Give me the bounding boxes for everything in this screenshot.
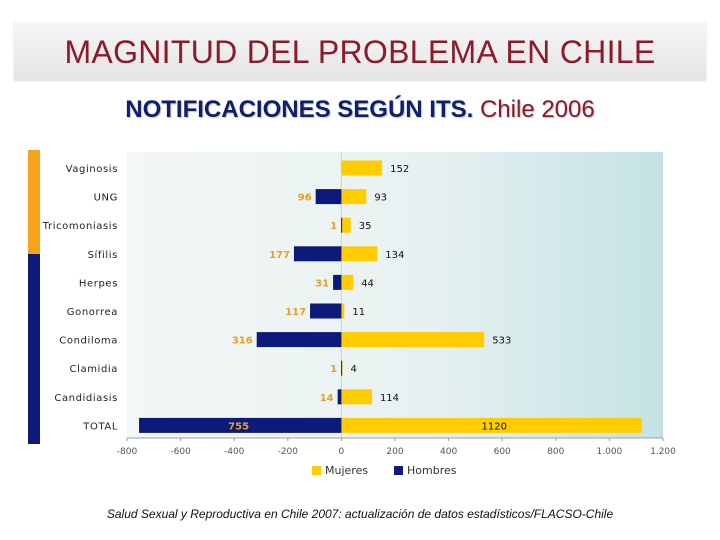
bar-hombres-herpes — [333, 274, 342, 290]
bar-hombres-condiloma — [256, 332, 342, 348]
value-label-mujeres-ung: 93 — [374, 193, 387, 204]
chart-subtitle: NOTIFICACIONES SEGÚN ITS. Chile 2006 — [0, 96, 720, 124]
category-label-clamidia: Clamidia — [70, 364, 118, 375]
subtitle-year: Chile 2006 — [479, 96, 595, 123]
category-label-total: TOTAL — [82, 421, 118, 432]
category-label-sifilis: Sífilis — [88, 249, 118, 261]
value-label-hombres-total: 755 — [228, 421, 249, 432]
chart-container: Vaginosis 152 UNG 93 96 Tricomoniasis 35 1 Sífil… — [0, 140, 720, 490]
bar-mujeres-herpes — [341, 274, 354, 290]
bar-hombres-ung — [315, 189, 342, 205]
value-label-hombres-herpes: 31 — [315, 278, 329, 289]
x-tick-label: -200 — [278, 447, 299, 457]
bar-mujeres-ung — [341, 189, 367, 205]
category-label-gonorrea: Gonorrea — [67, 307, 118, 318]
x-tick-label: 1.200 — [650, 447, 676, 457]
legend-swatch-hombres — [394, 466, 403, 475]
legend-label-mujeres: Mujeres — [325, 464, 368, 477]
category-label-vaginosis: Vaginosis — [66, 164, 118, 175]
x-tick-label: 600 — [494, 447, 511, 457]
bar-mujeres-sifilis — [341, 246, 378, 262]
category-label-tricomoniasis: Tricomoniasis — [42, 221, 118, 232]
bar-mujeres-tricomoniasis — [341, 217, 351, 233]
bar-mujeres-total — [341, 417, 642, 433]
bar-hombres-candidiasis — [337, 389, 342, 405]
value-label-mujeres-herpes: 44 — [361, 278, 374, 289]
value-label-mujeres-candidiasis: 114 — [380, 393, 399, 404]
plot-area — [127, 152, 663, 438]
category-band-lower — [28, 254, 40, 444]
bar-hombres-clamidia — [341, 360, 343, 376]
x-tick-label: -600 — [170, 447, 191, 457]
value-label-hombres-candidiasis: 14 — [320, 393, 334, 404]
value-label-hombres-ung: 96 — [298, 193, 312, 204]
value-label-hombres-gonorrea: 117 — [285, 307, 306, 318]
source-note: Salud Sexual y Reproductiva en Chile 200… — [106, 507, 614, 521]
value-label-hombres-tricomoniasis: 1 — [330, 221, 337, 232]
bar-mujeres-gonorrea — [341, 303, 345, 319]
category-label-ung: UNG — [94, 193, 118, 204]
x-tick-label: 0 — [339, 447, 345, 457]
bar-mujeres-vaginosis — [341, 160, 383, 176]
bar-hombres-sifilis — [293, 246, 342, 262]
page-title: MAGNITUD DEL PROBLEMA EN CHILE — [64, 34, 656, 70]
category-label-condiloma: Condiloma — [59, 336, 118, 347]
category-label-candidiasis: Candidiasis — [54, 393, 118, 404]
x-tick-label: 800 — [547, 447, 564, 457]
category-band-upper — [28, 150, 40, 254]
value-label-mujeres-total: 1120 — [482, 421, 507, 432]
value-label-mujeres-tricomoniasis: 35 — [359, 221, 372, 232]
x-tick-label: 400 — [440, 447, 457, 457]
x-tick-label: -800 — [117, 447, 138, 457]
value-label-hombres-condiloma: 316 — [232, 336, 253, 347]
title-bar: MAGNITUD DEL PROBLEMA EN CHILE — [14, 22, 706, 80]
legend-swatch-mujeres — [312, 466, 321, 475]
bar-hombres-gonorrea — [310, 303, 342, 319]
value-label-hombres-sifilis: 177 — [269, 250, 290, 261]
bar-mujeres-candidiasis — [341, 389, 372, 405]
value-label-mujeres-vaginosis: 152 — [390, 164, 409, 175]
bar-mujeres-condiloma — [341, 332, 485, 348]
value-label-mujeres-clamidia: 4 — [350, 364, 356, 375]
value-label-mujeres-sifilis: 134 — [385, 250, 404, 261]
x-tick-label: 1.000 — [597, 447, 623, 457]
x-tick-label: 200 — [386, 447, 403, 457]
subtitle-main: NOTIFICACIONES SEGÚN ITS. — [125, 96, 474, 123]
legend-label-hombres: Hombres — [407, 464, 457, 477]
bar-hombres-total — [139, 417, 342, 433]
category-label-herpes: Herpes — [79, 278, 118, 289]
bar-hombres-tricomoniasis — [341, 217, 343, 233]
value-label-hombres-clamidia: 1 — [330, 364, 337, 375]
its-bar-chart: Vaginosis 152 UNG 93 96 Tricomoniasis 35 1 Sífil… — [28, 150, 676, 477]
value-label-mujeres-gonorrea: 11 — [352, 307, 365, 318]
value-label-mujeres-condiloma: 533 — [492, 336, 511, 347]
x-tick-label: -400 — [224, 447, 245, 457]
